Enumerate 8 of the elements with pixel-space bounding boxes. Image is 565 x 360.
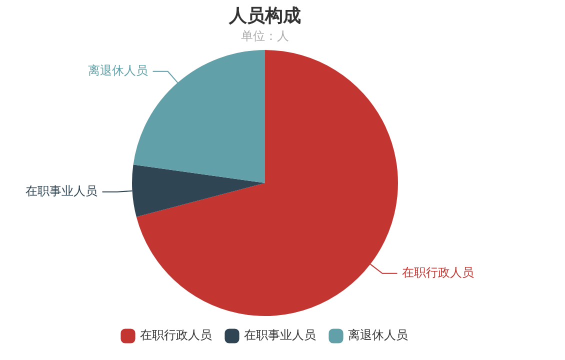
slice-label: 在职行政人员 [402,265,474,280]
legend-label: 离退休人员 [348,328,408,342]
slice-label: 离退休人员 [88,63,148,78]
slice-label: 在职事业人员 [25,184,98,198]
legend-label: 在职行政人员 [140,328,212,342]
chart-title: 人员构成 [228,5,301,26]
chart-subtitle: 单位：人 [241,28,289,43]
legend-label: 在职事业人员 [244,328,316,342]
